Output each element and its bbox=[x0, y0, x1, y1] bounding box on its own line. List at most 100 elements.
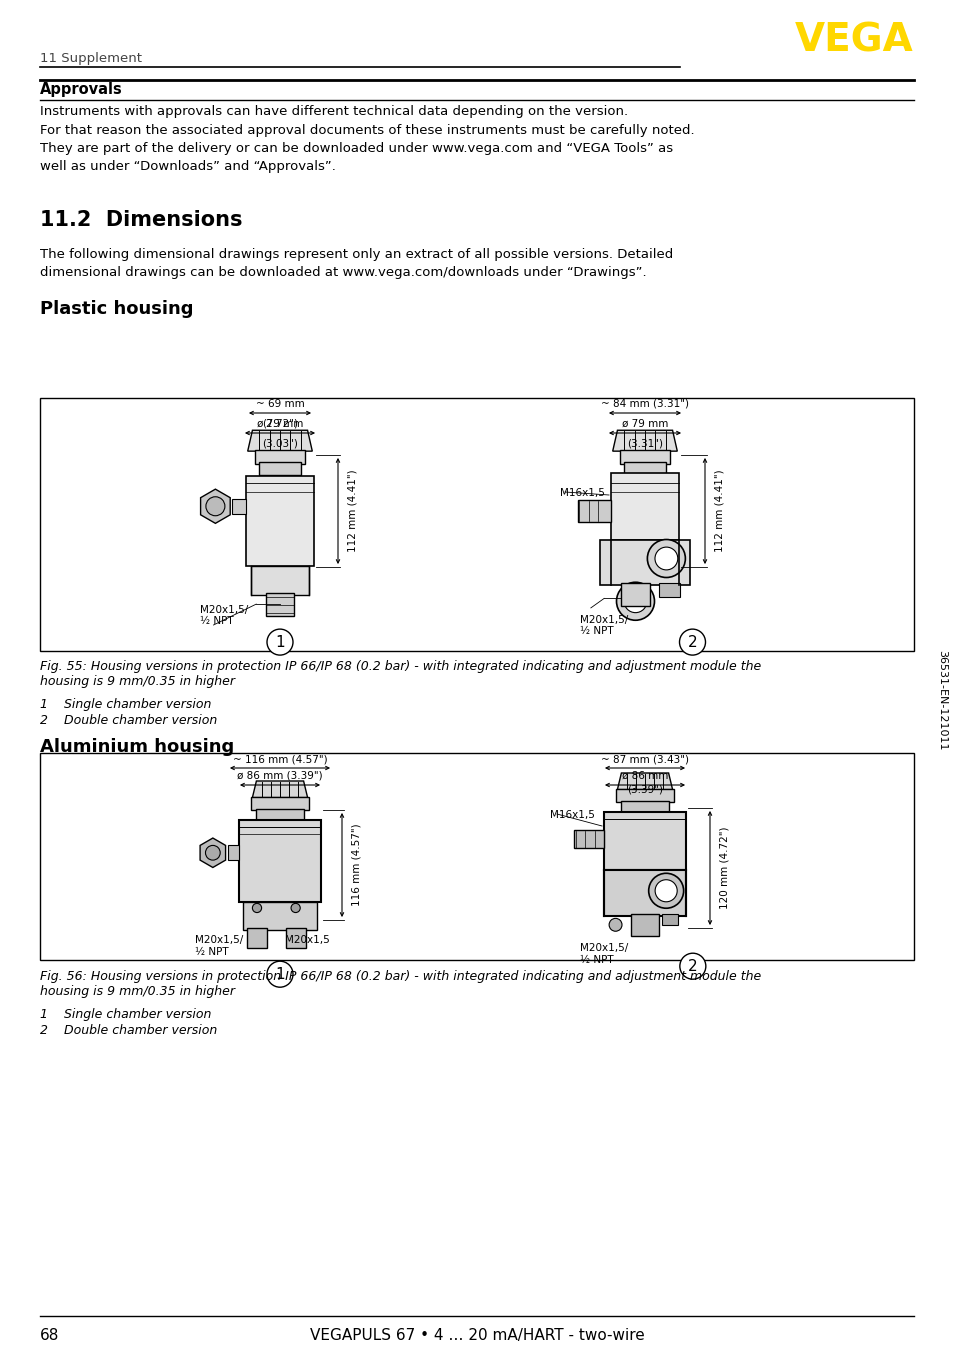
Text: ~ 116 mm (4.57"): ~ 116 mm (4.57") bbox=[233, 754, 327, 764]
Text: ½ NPT: ½ NPT bbox=[579, 955, 613, 965]
Bar bbox=[40, 398, 913, 651]
Text: Fig. 55: Housing versions in protection IP 66/IP 68 (0.2 bar) - with integrated : Fig. 55: Housing versions in protection … bbox=[40, 659, 760, 673]
Bar bbox=[285, 929, 306, 948]
Polygon shape bbox=[253, 781, 307, 798]
Bar bbox=[251, 566, 309, 594]
Text: ~ 84 mm (3.31"): ~ 84 mm (3.31") bbox=[600, 399, 688, 409]
Text: VEGAPULS 67 • 4 … 20 mA/HART - two-wire: VEGAPULS 67 • 4 … 20 mA/HART - two-wire bbox=[310, 1328, 643, 1343]
Bar bbox=[610, 473, 679, 539]
Text: 2    Double chamber version: 2 Double chamber version bbox=[40, 714, 217, 727]
Text: (3.03"): (3.03") bbox=[262, 439, 297, 450]
Bar bbox=[620, 800, 668, 812]
Circle shape bbox=[291, 903, 300, 913]
Circle shape bbox=[655, 880, 677, 902]
Circle shape bbox=[608, 918, 621, 932]
Circle shape bbox=[647, 539, 684, 578]
Text: 1    Single chamber version: 1 Single chamber version bbox=[40, 1007, 212, 1021]
Text: 2    Double chamber version: 2 Double chamber version bbox=[40, 1024, 217, 1037]
Text: M20x1,5/: M20x1,5/ bbox=[200, 605, 248, 615]
Text: They are part of the delivery or can be downloaded under www.vega.com and “VEGA : They are part of the delivery or can be … bbox=[40, 142, 673, 154]
Text: ø 86 mm: ø 86 mm bbox=[621, 770, 667, 781]
Text: (3.39"): (3.39") bbox=[626, 785, 662, 795]
Text: ø 86 mm (3.39"): ø 86 mm (3.39") bbox=[237, 770, 322, 781]
Bar bbox=[615, 788, 674, 802]
Text: housing is 9 mm/0.35 in higher: housing is 9 mm/0.35 in higher bbox=[40, 676, 234, 688]
Bar bbox=[603, 869, 685, 915]
Bar bbox=[247, 929, 267, 948]
Text: Approvals: Approvals bbox=[40, 83, 123, 97]
Text: For that reason the associated approval documents of these instruments must be c: For that reason the associated approval … bbox=[40, 125, 694, 137]
Text: ½ NPT: ½ NPT bbox=[200, 616, 233, 626]
Text: 68: 68 bbox=[40, 1328, 59, 1343]
Bar bbox=[255, 808, 304, 821]
Circle shape bbox=[253, 903, 261, 913]
Bar bbox=[228, 845, 238, 860]
Bar bbox=[255, 450, 304, 463]
Circle shape bbox=[623, 590, 646, 612]
Polygon shape bbox=[200, 838, 225, 868]
Text: ~ 87 mm (3.43"): ~ 87 mm (3.43") bbox=[600, 754, 688, 764]
Text: M20x1,5/: M20x1,5/ bbox=[579, 942, 628, 953]
Text: dimensional drawings can be downloaded at www.vega.com/downloads under “Drawings: dimensional drawings can be downloaded a… bbox=[40, 265, 646, 279]
Text: Fig. 56: Housing versions in protection IP 66/IP 68 (0.2 bar) - with integrated : Fig. 56: Housing versions in protection … bbox=[40, 969, 760, 983]
Bar bbox=[619, 450, 669, 463]
Text: ø 79 mm: ø 79 mm bbox=[621, 418, 667, 429]
Text: Plastic housing: Plastic housing bbox=[40, 301, 193, 318]
Bar bbox=[631, 914, 659, 936]
Circle shape bbox=[679, 630, 705, 655]
Circle shape bbox=[655, 547, 677, 570]
Bar bbox=[623, 462, 665, 475]
Circle shape bbox=[267, 961, 293, 987]
Text: 11 Supplement: 11 Supplement bbox=[40, 51, 142, 65]
Polygon shape bbox=[248, 431, 312, 451]
Bar bbox=[246, 475, 314, 566]
Bar bbox=[243, 902, 316, 930]
Circle shape bbox=[679, 953, 705, 979]
Text: ø 79 mm: ø 79 mm bbox=[256, 418, 303, 429]
Text: 112 mm (4.41"): 112 mm (4.41") bbox=[714, 470, 724, 552]
Bar bbox=[603, 811, 685, 869]
Bar bbox=[620, 584, 649, 607]
Polygon shape bbox=[617, 773, 672, 789]
Text: 36531-EN-121011: 36531-EN-121011 bbox=[936, 650, 946, 750]
Text: ~ 69 mm: ~ 69 mm bbox=[255, 399, 304, 409]
Text: VEGA: VEGA bbox=[795, 22, 913, 60]
Text: 1: 1 bbox=[274, 635, 285, 650]
Text: ½ NPT: ½ NPT bbox=[194, 946, 229, 957]
Bar bbox=[251, 796, 309, 810]
Text: 112 mm (4.41"): 112 mm (4.41") bbox=[348, 470, 357, 552]
Text: Aluminium housing: Aluminium housing bbox=[40, 738, 234, 756]
Text: 2: 2 bbox=[687, 635, 697, 650]
Text: M16x1,5: M16x1,5 bbox=[559, 487, 604, 498]
Bar bbox=[659, 584, 679, 597]
Text: M20x1,5: M20x1,5 bbox=[285, 936, 330, 945]
Text: (2.72"): (2.72") bbox=[262, 418, 297, 429]
Text: 1: 1 bbox=[274, 967, 285, 982]
Text: 1    Single chamber version: 1 Single chamber version bbox=[40, 699, 212, 711]
Bar bbox=[577, 500, 610, 523]
Bar bbox=[233, 498, 246, 515]
Circle shape bbox=[206, 497, 225, 516]
Bar bbox=[266, 593, 294, 616]
Bar bbox=[40, 753, 913, 960]
Bar bbox=[574, 830, 603, 849]
Circle shape bbox=[205, 845, 220, 860]
Bar bbox=[259, 462, 300, 475]
Text: housing is 9 mm/0.35 in higher: housing is 9 mm/0.35 in higher bbox=[40, 984, 234, 998]
Text: M20x1,5/: M20x1,5/ bbox=[194, 936, 243, 945]
Circle shape bbox=[616, 582, 654, 620]
Polygon shape bbox=[200, 489, 230, 524]
Text: 2: 2 bbox=[687, 959, 697, 974]
Text: 116 mm (4.57"): 116 mm (4.57") bbox=[352, 823, 361, 906]
Text: (3.31"): (3.31") bbox=[626, 439, 662, 450]
Text: ½ NPT: ½ NPT bbox=[579, 626, 613, 636]
Polygon shape bbox=[612, 431, 677, 451]
Text: M16x1,5: M16x1,5 bbox=[550, 810, 595, 821]
Text: well as under “Downloads” and “Approvals”.: well as under “Downloads” and “Approvals… bbox=[40, 160, 335, 173]
Bar bbox=[238, 819, 321, 902]
Circle shape bbox=[648, 873, 683, 909]
Bar bbox=[660, 914, 678, 925]
Text: 120 mm (4.72"): 120 mm (4.72") bbox=[720, 827, 729, 910]
Text: 11.2  Dimensions: 11.2 Dimensions bbox=[40, 210, 242, 230]
Bar bbox=[599, 539, 689, 585]
